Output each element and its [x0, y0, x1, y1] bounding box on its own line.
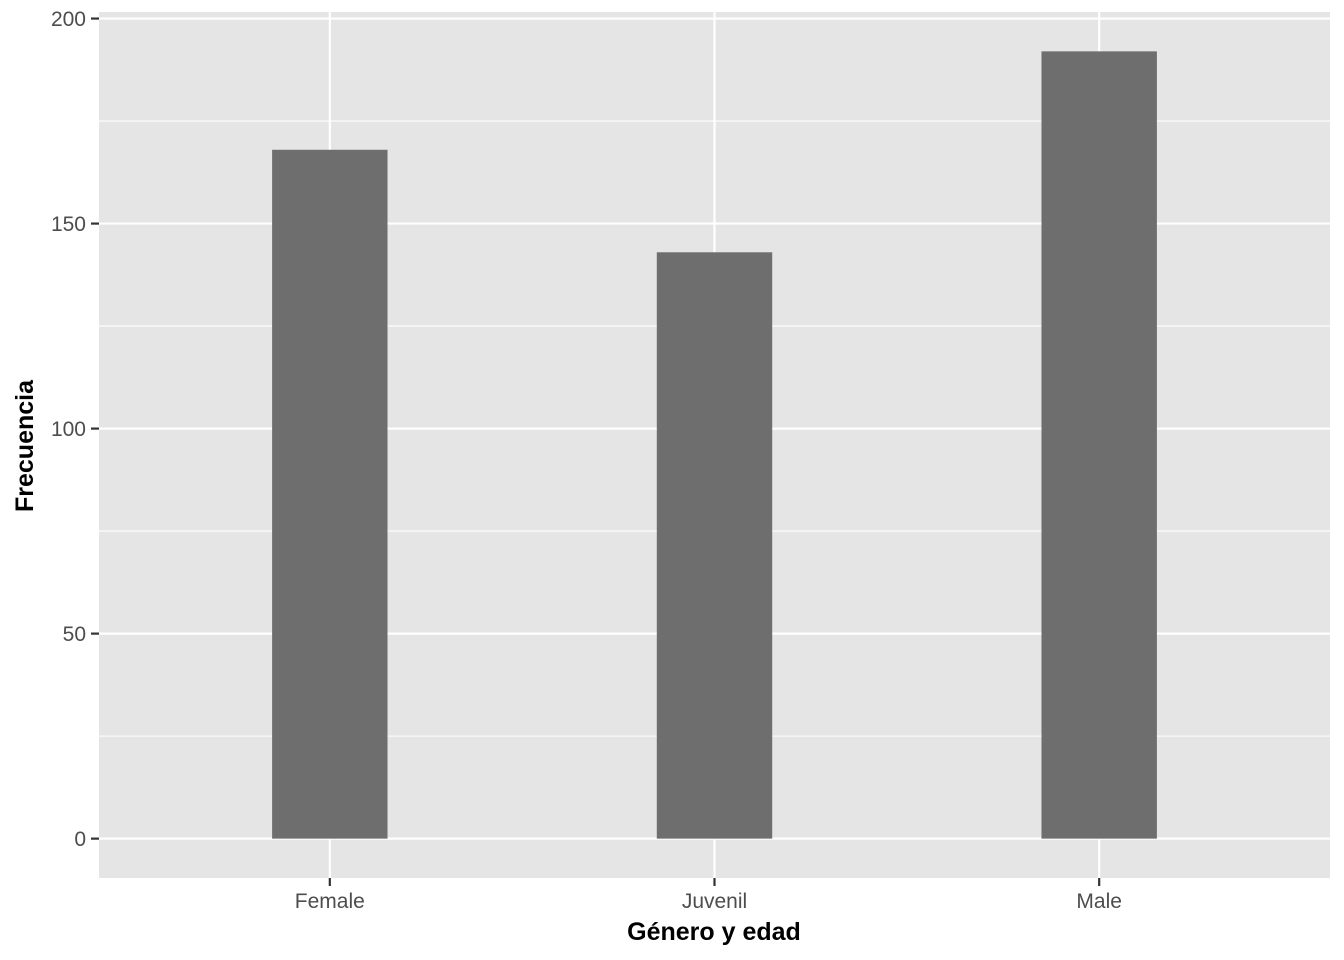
- x-tick-label: Male: [1076, 890, 1122, 913]
- bar-female: [272, 149, 388, 839]
- x-tick-label: Female: [295, 890, 365, 913]
- bar-male: [1041, 51, 1157, 839]
- y-tick-label: 0: [74, 828, 86, 851]
- y-axis-title: Frecuencia: [11, 379, 39, 512]
- y-tick-label: 100: [51, 418, 86, 441]
- y-tick-label: 200: [51, 8, 86, 31]
- bars: [272, 51, 1157, 839]
- x-axis-title: Género y edad: [627, 918, 801, 946]
- y-axis-ticks: 0 50 100 150 200: [51, 8, 99, 851]
- x-axis-ticks: Female Juvenil Male: [295, 878, 1122, 913]
- y-tick-label: 50: [63, 623, 86, 646]
- y-tick-label: 150: [51, 213, 86, 236]
- bar-juvenil: [656, 252, 773, 839]
- x-tick-label: Juvenil: [682, 890, 747, 913]
